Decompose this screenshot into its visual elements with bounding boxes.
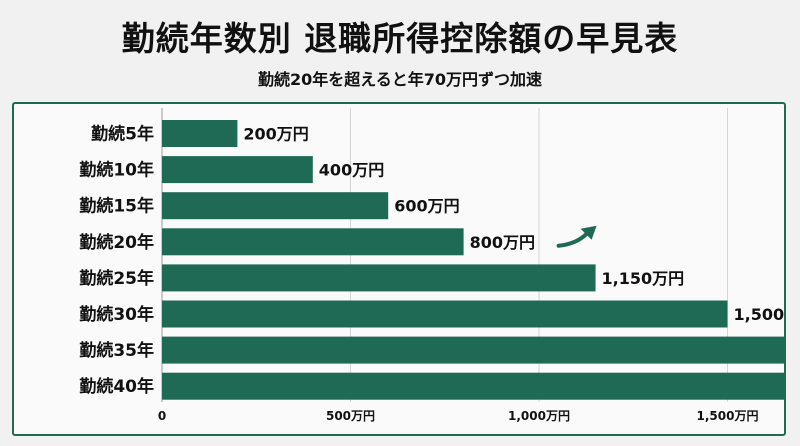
arrow-head-icon xyxy=(580,225,597,240)
category-label: 勤続25年 xyxy=(79,268,154,289)
x-tick-label: 1,000万円 xyxy=(508,409,570,423)
category-label: 勤続20年 xyxy=(79,232,154,253)
data-label: 600万円 xyxy=(394,197,459,216)
x-tick-label: 500万円 xyxy=(326,409,375,423)
bar xyxy=(162,156,313,184)
data-label: 1,150万円 xyxy=(602,269,685,288)
chart-panel: 0500万円1,000万円1,500万円2,000万円勤続5年200万円勤続10… xyxy=(12,102,786,436)
bar xyxy=(162,336,784,364)
category-label: 勤続15年 xyxy=(79,196,154,217)
data-label: 400万円 xyxy=(319,161,384,180)
bar-chart: 0500万円1,000万円1,500万円2,000万円勤続5年200万円勤続10… xyxy=(79,108,785,423)
bar xyxy=(162,264,596,292)
data-label: 1,500万円 xyxy=(734,305,785,324)
bar xyxy=(162,300,728,328)
data-label: 800万円 xyxy=(470,233,535,252)
category-label: 勤続5年 xyxy=(91,124,154,145)
arrow-up-right-icon xyxy=(556,231,589,248)
data-label: 200万円 xyxy=(243,125,308,144)
bar xyxy=(162,228,464,256)
bar xyxy=(162,372,784,400)
bar xyxy=(162,120,238,147)
category-label: 勤続40年 xyxy=(79,376,154,397)
category-label: 勤続35年 xyxy=(79,340,154,361)
x-tick-label: 0 xyxy=(158,409,166,423)
category-label: 勤続10年 xyxy=(79,160,154,181)
bar xyxy=(162,192,389,220)
chart-title: 勤続年数別 退職所得控除額の早見表 xyxy=(121,19,679,58)
x-tick-label: 1,500万円 xyxy=(697,409,759,423)
chart-subtitle: 勤続20年を超えると年70万円ずつ加速 xyxy=(257,70,543,89)
category-label: 勤続30年 xyxy=(79,304,154,325)
